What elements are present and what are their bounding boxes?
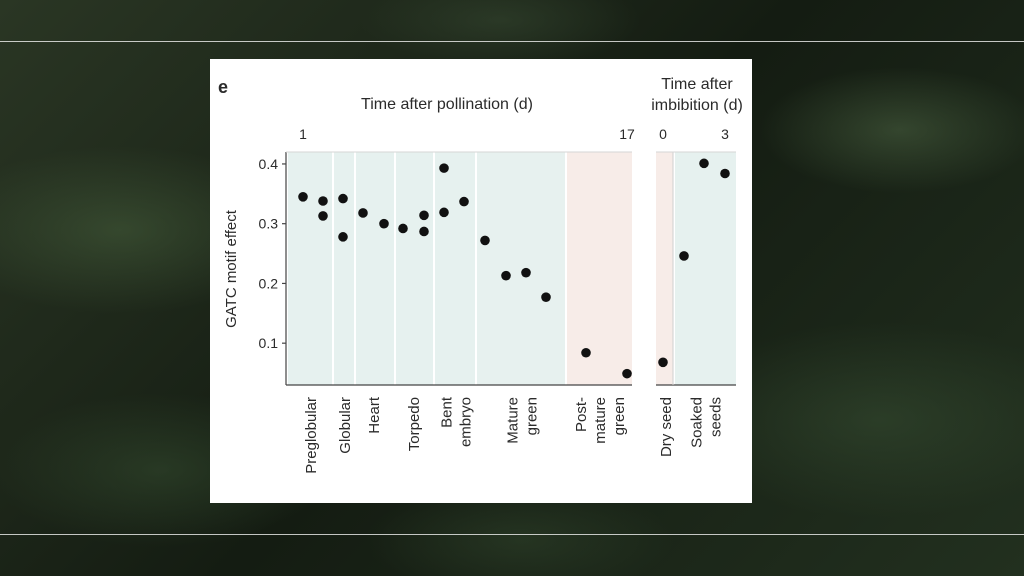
stage-label: Soaked (689, 397, 706, 448)
data-point (679, 251, 689, 261)
chart-card: 0.1 0.2 0.3 0.4 GATC motif effect e Time after… (210, 59, 752, 503)
data-point (419, 226, 429, 237)
time-label-imbibition: 3 (721, 126, 729, 142)
data-point (581, 347, 591, 358)
stage-band (567, 152, 632, 385)
data-point (439, 163, 449, 173)
stage-label: Torpedo (406, 397, 423, 451)
data-point (439, 207, 449, 218)
data-point (419, 210, 429, 221)
bottom-divider-line (0, 534, 1024, 535)
stage-label: seeds (708, 397, 725, 437)
stage-label: Dry seed (658, 397, 675, 457)
data-point (298, 192, 308, 202)
title-imbibition-line: imbibition (d) (651, 97, 743, 114)
stage-label: mature (592, 397, 609, 444)
data-point (318, 196, 328, 206)
stage-band (656, 152, 673, 385)
data-point (398, 223, 408, 234)
title-pollination: Time after pollination (d) (361, 96, 533, 113)
stage-label: Heart (366, 396, 383, 434)
data-point (622, 368, 632, 379)
stage-label: Bent (439, 396, 456, 428)
data-point (338, 193, 348, 204)
y-tick-label: 0.1 (259, 335, 279, 351)
data-point (501, 270, 511, 281)
time-label-imbibition: 0 (659, 126, 667, 142)
stage-label: Mature (505, 397, 522, 444)
data-point (658, 357, 668, 368)
data-point (318, 211, 328, 221)
data-point (521, 267, 531, 278)
data-point (699, 158, 709, 169)
data-point (358, 208, 368, 218)
data-point (459, 196, 469, 207)
stage-label: Globular (337, 397, 354, 454)
stage-band (675, 152, 736, 385)
stage-band (356, 152, 394, 385)
stage-band (435, 152, 475, 385)
data-point (480, 235, 490, 246)
stage-label: green (524, 397, 541, 435)
title-imbibition-line: Time after (661, 76, 733, 93)
time-label-pollination: 17 (619, 126, 635, 142)
panel-label: e (218, 77, 228, 97)
stage-band (396, 152, 433, 385)
stage-band (477, 152, 565, 385)
data-point (338, 232, 348, 242)
time-label-pollination: 1 (299, 126, 307, 142)
data-point (379, 218, 389, 229)
data-point (541, 292, 551, 302)
top-divider-line (0, 41, 1024, 42)
stage-band (334, 152, 354, 385)
data-point (720, 168, 730, 179)
y-tick-label: 0.4 (259, 156, 279, 172)
gatc-motif-chart: 0.1 0.2 0.3 0.4 GATC motif effect e Time after… (218, 76, 743, 474)
y-tick-label: 0.2 (259, 275, 279, 291)
stage-label: Preglobular (303, 397, 320, 474)
stage-label: Post- (573, 397, 590, 432)
y-tick-label: 0.3 (259, 216, 279, 232)
y-axis-label: GATC motif effect (223, 209, 240, 328)
stage-label: embryo (458, 397, 475, 447)
stage-label: green (611, 397, 628, 435)
stage-band (288, 152, 332, 385)
